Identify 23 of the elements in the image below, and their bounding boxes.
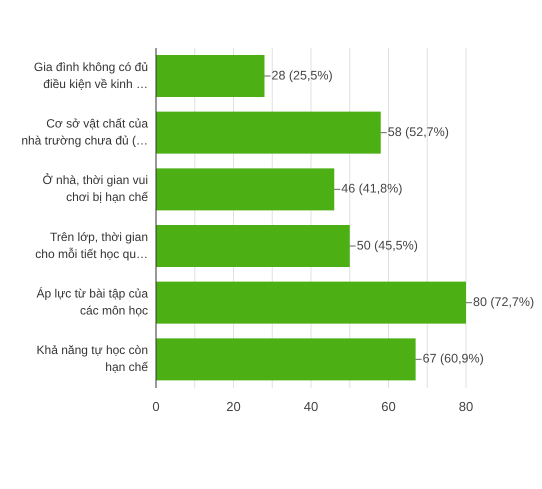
data-label: 50 (45,5%) (356, 238, 418, 252)
y-tick-label: Ở nhà, thời gian vui chơi bị hạn chế (42, 173, 148, 204)
x-tick-label: 20 (226, 399, 241, 414)
x-tick-label: 60 (381, 399, 396, 414)
bar (156, 338, 416, 380)
y-tick-label: Áp lực từ bài tập của các môn học (36, 286, 148, 318)
bar (156, 225, 350, 267)
bar (156, 282, 466, 324)
bar (156, 112, 381, 154)
data-label: 80 (72,7%) (473, 294, 534, 309)
y-tick-label: Gia đình không có đủ điều kiện về kinh … (34, 60, 148, 92)
data-label: 58 (52,7%) (388, 124, 449, 139)
x-tick-label: 80 (458, 399, 474, 414)
x-tick-label: 40 (304, 399, 318, 414)
y-tick-label: Trên lớp, thời gian cho mỗi tiết học qu… (35, 230, 148, 262)
data-label: 28 (25,5%) (272, 68, 333, 82)
data-label: 67 (60,9%) (422, 352, 484, 366)
x-tick-label: 0 (152, 399, 160, 414)
y-tick-label: Cơ sở vật chất của nhà trường chưa đủ (… (21, 116, 148, 148)
bar (156, 55, 264, 97)
y-tick-label: Khả năng tự học còn hạn chế (36, 343, 148, 374)
bar (156, 168, 334, 210)
data-label: 46 (41,8%) (341, 182, 402, 196)
